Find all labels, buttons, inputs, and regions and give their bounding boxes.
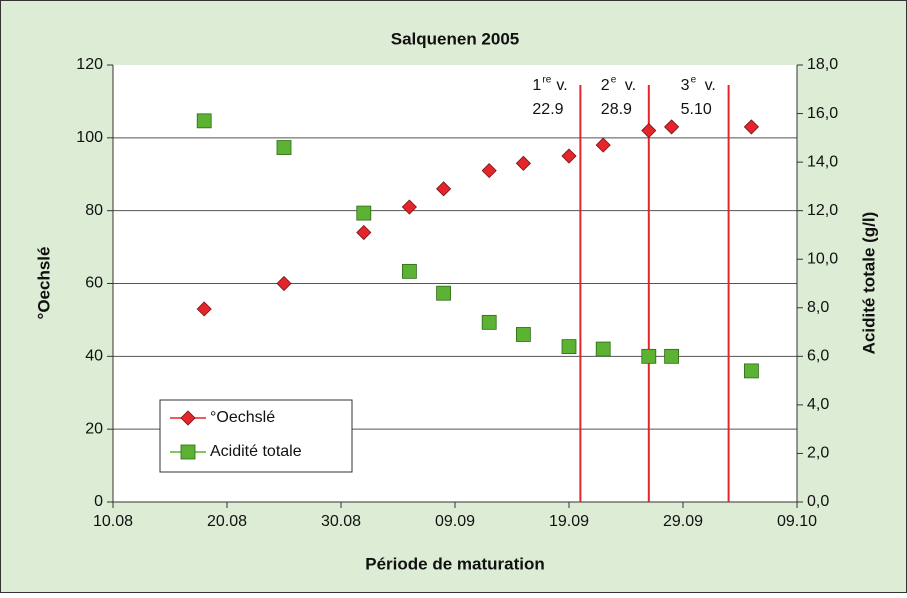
point bbox=[664, 348, 679, 364]
point bbox=[276, 140, 292, 155]
y2-tick-label: 10,0 bbox=[807, 250, 838, 267]
point bbox=[641, 348, 657, 364]
y-tick-label: 20 bbox=[85, 420, 103, 437]
point bbox=[356, 205, 372, 221]
x-tick-label: 19.09 bbox=[549, 513, 589, 530]
annotation-text: v. bbox=[705, 77, 716, 94]
point bbox=[561, 148, 577, 164]
legend-label: °Oechslé bbox=[210, 409, 275, 426]
y-tick-label: 100 bbox=[76, 129, 103, 146]
y2-tick-label: 12,0 bbox=[807, 202, 838, 219]
point bbox=[276, 275, 292, 292]
point bbox=[515, 155, 531, 171]
x-tick-label: 30.08 bbox=[321, 513, 361, 530]
chart-title: Salquenen 2005 bbox=[391, 29, 520, 48]
y2-tick-label: 4,0 bbox=[807, 396, 829, 413]
y-tick-label: 60 bbox=[85, 275, 103, 292]
y2-tick-label: 0,0 bbox=[807, 493, 829, 510]
annotation-date: 22.9 bbox=[532, 101, 563, 118]
legend-label: Acidité totale bbox=[210, 443, 302, 460]
annotation-ordinal: 1 bbox=[532, 77, 541, 94]
point bbox=[595, 341, 611, 357]
y2-tick-label: 18,0 bbox=[807, 56, 838, 73]
point bbox=[743, 119, 759, 135]
y2-axis-label: Acidité totale (g/l) bbox=[859, 212, 878, 355]
y2-tick-label: 2,0 bbox=[807, 445, 829, 462]
y-tick-label: 0 bbox=[94, 493, 103, 510]
annotation-date: 5.10 bbox=[681, 101, 712, 118]
point bbox=[356, 224, 372, 241]
annotation-suffix: e bbox=[691, 75, 697, 86]
legend-box bbox=[159, 399, 353, 473]
annotation-suffix: e bbox=[611, 75, 617, 86]
point bbox=[481, 163, 497, 179]
x-tick-label: 09.09 bbox=[435, 513, 475, 530]
y-tick-label: 80 bbox=[85, 202, 103, 219]
x-axis-label: Période de maturation bbox=[365, 554, 544, 573]
y-tick-label: 120 bbox=[76, 56, 103, 73]
x-tick-label: 29.09 bbox=[663, 513, 703, 530]
point bbox=[401, 199, 417, 215]
point bbox=[641, 122, 657, 139]
annotation-text: v. bbox=[625, 77, 636, 94]
point bbox=[401, 263, 417, 279]
y2-tick-label: 8,0 bbox=[807, 299, 829, 316]
point bbox=[561, 339, 577, 355]
y2-tick-label: 16,0 bbox=[807, 105, 838, 122]
x-tick-label: 20.08 bbox=[207, 513, 247, 530]
annotation-ordinal: 2 bbox=[601, 77, 610, 94]
y-tick-label: 40 bbox=[85, 348, 103, 365]
point bbox=[436, 285, 452, 301]
legend-marker bbox=[180, 444, 196, 460]
legend-marker bbox=[180, 410, 196, 426]
point bbox=[664, 119, 680, 135]
x-tick-label: 09.10 bbox=[777, 513, 817, 530]
annotation-suffix: re bbox=[542, 75, 551, 86]
annotation-ordinal: 3 bbox=[681, 77, 690, 94]
point bbox=[516, 327, 531, 342]
point bbox=[744, 363, 759, 379]
point bbox=[196, 301, 212, 317]
point bbox=[436, 181, 452, 197]
y2-tick-label: 6,0 bbox=[807, 348, 829, 365]
point bbox=[196, 113, 212, 129]
y-axis-label: °Oechslé bbox=[34, 247, 53, 320]
point bbox=[595, 137, 611, 153]
y2-tick-label: 14,0 bbox=[807, 153, 838, 170]
point bbox=[481, 314, 497, 330]
annotation-date: 28.9 bbox=[601, 101, 632, 118]
annotation-text: v. bbox=[556, 77, 567, 94]
x-tick-label: 10.08 bbox=[93, 513, 133, 530]
